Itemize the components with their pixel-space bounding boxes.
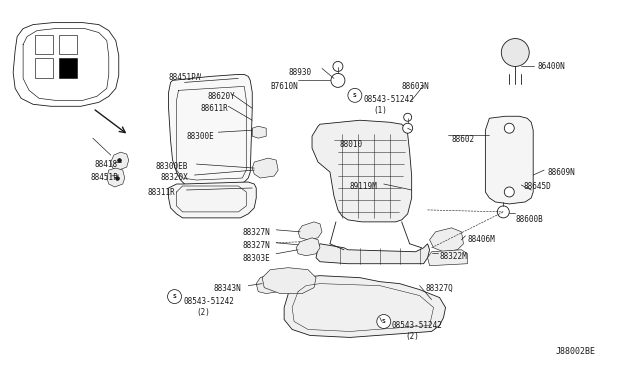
Text: 88300E: 88300E (186, 132, 214, 141)
Polygon shape (59, 35, 77, 54)
Polygon shape (168, 182, 256, 218)
Text: 88611R: 88611R (200, 104, 228, 113)
Text: 88609N: 88609N (547, 168, 575, 177)
Text: 88320X: 88320X (161, 173, 188, 182)
Text: 88327Q: 88327Q (426, 283, 453, 293)
Polygon shape (256, 274, 282, 294)
Text: 08543-51242: 08543-51242 (184, 296, 234, 305)
Text: 89119M: 89119M (350, 182, 378, 191)
Polygon shape (111, 152, 129, 170)
Text: 88603N: 88603N (402, 82, 429, 92)
Polygon shape (13, 23, 119, 106)
Text: 88327N: 88327N (243, 241, 270, 250)
Polygon shape (298, 222, 322, 240)
Text: 88327N: 88327N (243, 228, 270, 237)
Polygon shape (107, 168, 125, 187)
Circle shape (331, 73, 345, 87)
Circle shape (404, 113, 412, 121)
Text: 88451P: 88451P (91, 173, 118, 182)
Text: S: S (353, 93, 356, 98)
Polygon shape (168, 74, 252, 186)
Polygon shape (252, 126, 266, 138)
Text: 88303E: 88303E (243, 254, 270, 263)
Text: 88451PA: 88451PA (168, 73, 201, 83)
Polygon shape (316, 244, 429, 264)
Text: 88418: 88418 (95, 160, 118, 169)
Text: 88602: 88602 (451, 135, 475, 144)
Text: 08543-51242: 08543-51242 (392, 321, 443, 330)
Circle shape (501, 39, 529, 67)
Text: 88620Y: 88620Y (207, 92, 235, 101)
Polygon shape (485, 116, 533, 204)
Circle shape (333, 61, 343, 71)
Text: 88406M: 88406M (467, 235, 495, 244)
Text: B7610N: B7610N (270, 82, 298, 92)
Polygon shape (252, 158, 278, 178)
Polygon shape (262, 268, 316, 294)
Text: 08543-51242: 08543-51242 (364, 95, 415, 104)
Text: 88645D: 88645D (524, 182, 551, 191)
Polygon shape (296, 238, 320, 256)
Circle shape (348, 89, 362, 102)
Circle shape (403, 123, 413, 133)
Text: 88322M: 88322M (440, 252, 467, 261)
Text: 88311R: 88311R (148, 188, 175, 197)
Text: 88343N: 88343N (213, 283, 241, 293)
Circle shape (168, 290, 182, 304)
Circle shape (504, 123, 515, 133)
Text: 88930: 88930 (288, 68, 311, 77)
Text: (2): (2) (196, 308, 211, 317)
Circle shape (377, 314, 391, 328)
Polygon shape (428, 250, 467, 266)
Text: 86400N: 86400N (537, 62, 565, 71)
Text: (1): (1) (374, 106, 388, 115)
Polygon shape (59, 58, 77, 78)
Circle shape (497, 206, 509, 218)
Polygon shape (35, 35, 53, 54)
Circle shape (504, 187, 515, 197)
Polygon shape (312, 120, 412, 222)
Polygon shape (429, 228, 463, 252)
Text: 88010: 88010 (340, 140, 363, 149)
Text: 88300EB: 88300EB (156, 162, 188, 171)
Text: (2): (2) (406, 333, 420, 341)
Text: J88002BE: J88002BE (555, 347, 595, 356)
Polygon shape (284, 276, 445, 337)
Polygon shape (35, 58, 53, 78)
Text: 88600B: 88600B (515, 215, 543, 224)
Text: S: S (173, 294, 177, 299)
Text: S: S (382, 319, 386, 324)
